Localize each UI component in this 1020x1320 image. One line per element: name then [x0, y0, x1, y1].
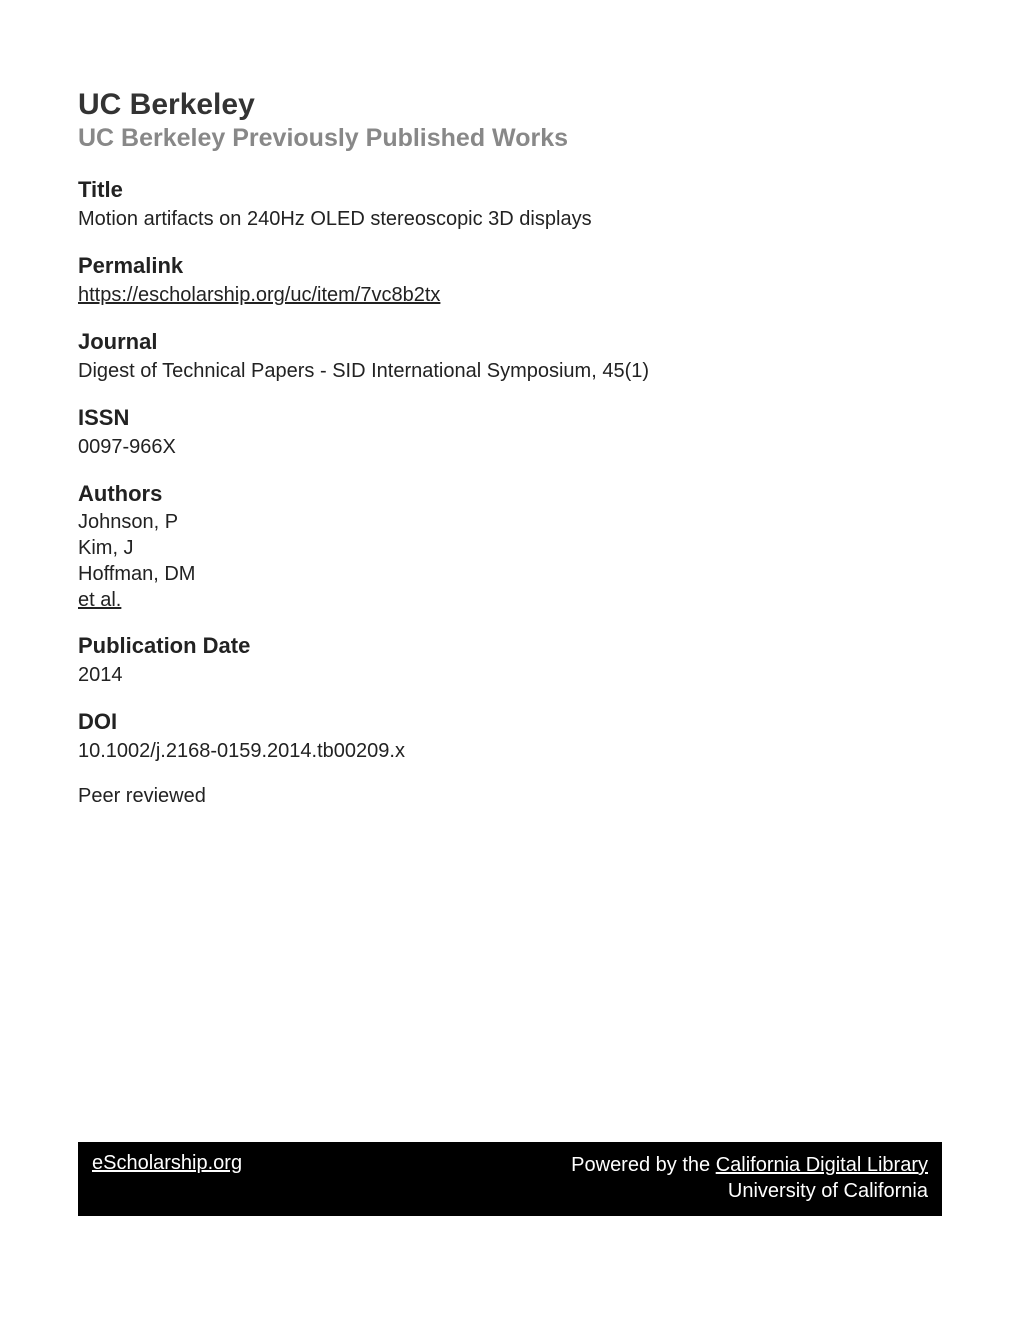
author-item: Kim, J [78, 535, 942, 561]
issn-section: ISSN 0097-966X [78, 405, 942, 461]
cdl-link[interactable]: California Digital Library [716, 1154, 928, 1176]
journal-section: Journal Digest of Technical Papers - SID… [78, 329, 942, 385]
pubdate-section: Publication Date 2014 [78, 633, 942, 689]
permalink-label: Permalink [78, 253, 942, 279]
title-value: Motion artifacts on 240Hz OLED stereosco… [78, 205, 942, 233]
escholarship-link[interactable]: eScholarship.org [92, 1152, 242, 1174]
title-label: Title [78, 177, 942, 203]
footer-left: eScholarship.org [92, 1152, 242, 1175]
powered-by-text: Powered by the [571, 1154, 716, 1176]
footer-right: Powered by the California Digital Librar… [571, 1152, 928, 1204]
title-section: Title Motion artifacts on 240Hz OLED ste… [78, 177, 942, 233]
author-item: Hoffman, DM [78, 561, 942, 587]
authors-more-link[interactable]: et al. [78, 589, 121, 611]
pubdate-value: 2014 [78, 661, 942, 689]
uc-text: University of California [571, 1178, 928, 1204]
doi-value: 10.1002/j.2168-0159.2014.tb00209.x [78, 737, 942, 765]
subtitle: UC Berkeley Previously Published Works [78, 124, 942, 153]
permalink-link[interactable]: https://escholarship.org/uc/item/7vc8b2t… [78, 284, 440, 306]
issn-value: 0097-966X [78, 433, 942, 461]
permalink-value: https://escholarship.org/uc/item/7vc8b2t… [78, 281, 942, 309]
peer-reviewed-label: Peer reviewed [78, 785, 942, 808]
main-title: UC Berkeley [78, 88, 942, 122]
authors-list: Johnson, P Kim, J Hoffman, DM et al. [78, 509, 942, 613]
pubdate-label: Publication Date [78, 633, 942, 659]
journal-value: Digest of Technical Papers - SID Interna… [78, 357, 942, 385]
permalink-section: Permalink https://escholarship.org/uc/it… [78, 253, 942, 309]
footer: eScholarship.org Powered by the Californ… [78, 1142, 942, 1216]
authors-label: Authors [78, 481, 942, 507]
author-item: Johnson, P [78, 509, 942, 535]
doi-label: DOI [78, 709, 942, 735]
doi-section: DOI 10.1002/j.2168-0159.2014.tb00209.x [78, 709, 942, 765]
issn-label: ISSN [78, 405, 942, 431]
authors-section: Authors Johnson, P Kim, J Hoffman, DM et… [78, 481, 942, 613]
journal-label: Journal [78, 329, 942, 355]
content-area: UC Berkeley UC Berkeley Previously Publi… [0, 0, 1020, 808]
powered-by-line: Powered by the California Digital Librar… [571, 1152, 928, 1178]
